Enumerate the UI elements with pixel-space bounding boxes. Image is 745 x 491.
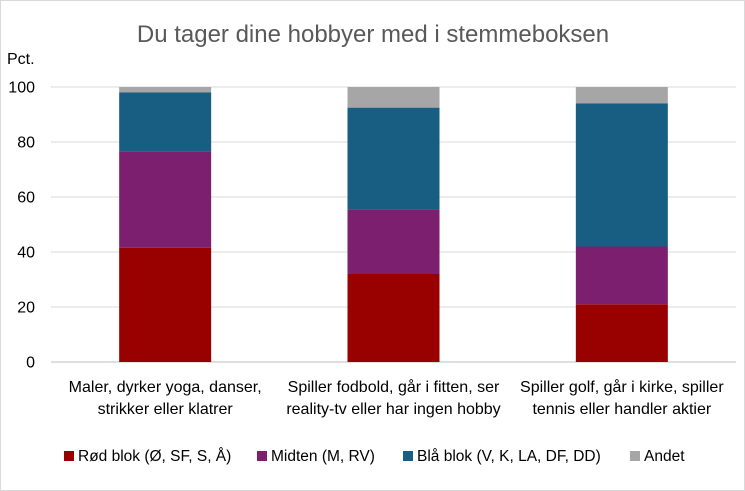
y-tick-label: 40 <box>17 245 35 262</box>
y-tick-label: 100 <box>8 80 35 97</box>
legend-label: Midten (M, RV) <box>271 448 375 465</box>
bar-segment <box>347 107 440 210</box>
y-tick-label: 20 <box>17 300 35 317</box>
y-tick-label: 60 <box>17 190 35 207</box>
bar-segment <box>575 304 668 362</box>
legend-label: Andet <box>644 448 685 465</box>
legend-label: Rød blok (Ø, SF, S, Å) <box>78 448 231 465</box>
category-label: Spiller fodbold, går i fitten, ser <box>288 378 500 396</box>
category-label: strikker eller klatrer <box>98 401 234 418</box>
bar-segment <box>119 151 212 248</box>
legend-swatch <box>403 451 413 461</box>
bar-segment <box>119 92 212 152</box>
category-label: Maler, dyrker yoga, danser, <box>69 379 262 396</box>
bar-segment <box>575 246 668 305</box>
legend-swatch <box>64 451 74 461</box>
y-axis-label: Pct. <box>7 51 35 68</box>
bar-segment <box>119 247 212 362</box>
chart-title: Du tager dine hobbyer med i stemmeboksen <box>137 21 609 48</box>
legend-swatch <box>630 451 640 461</box>
bar-segment <box>347 87 440 108</box>
category-label: tennis eller handler aktier <box>532 401 711 418</box>
bar-segment <box>575 87 668 104</box>
legend-swatch <box>257 451 267 461</box>
bar-segment <box>347 209 440 274</box>
category-label: reality-tv eller har ingen hobby <box>286 401 500 418</box>
y-tick-label: 80 <box>17 135 35 152</box>
y-tick-label: 0 <box>26 355 35 372</box>
bar-segment <box>347 274 440 362</box>
legend-label: Blå blok (V, K, LA, DF, DD) <box>417 448 601 465</box>
bar-segment <box>575 103 668 247</box>
category-label: Spiller golf, går i kirke, spiller <box>520 378 724 396</box>
bar-segment <box>119 87 212 93</box>
